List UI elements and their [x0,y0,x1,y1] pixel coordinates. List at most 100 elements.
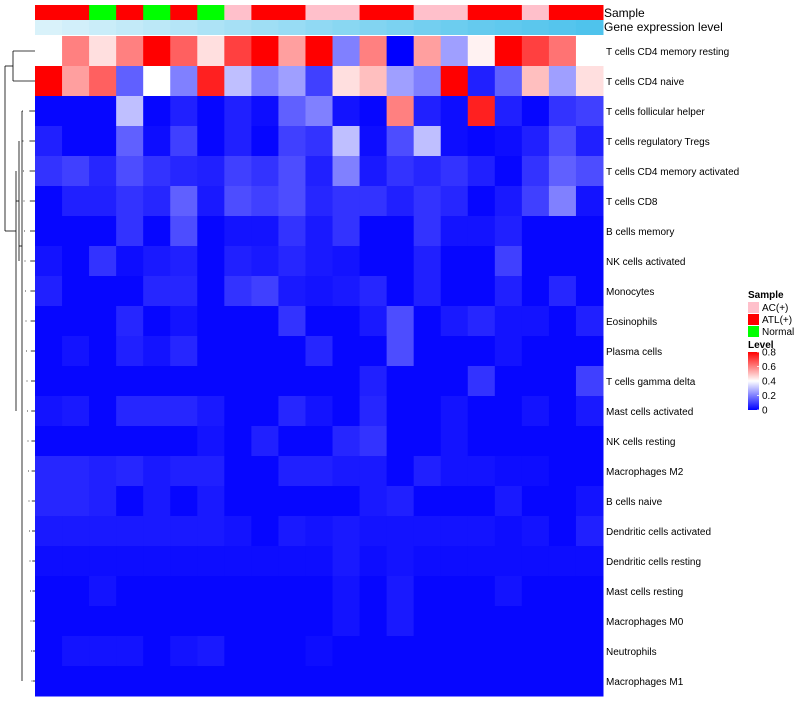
heatmap-cell [467,486,496,517]
heatmap-cell [197,366,225,397]
heatmap-cell [251,276,279,307]
heatmap-cell [278,96,306,127]
heatmap-cell [224,456,252,487]
row-label: Dendritic cells resting [606,557,701,568]
heatmap-cell [359,186,388,217]
heatmap-cell [413,246,442,277]
heatmap-cell [197,636,225,667]
heatmap-cell [548,246,577,277]
heatmap-cell [251,516,279,547]
heatmap-cell [89,576,117,607]
row-label: Eosinophils [606,317,657,328]
heatmap-cell [548,426,577,457]
heatmap-cell [467,156,496,187]
heatmap-cell [197,546,225,577]
heatmap-cell [413,96,442,127]
sample-annotation-cell [197,5,225,20]
heatmap-cell [332,576,361,607]
heatmap-cell [467,456,496,487]
heatmap-cell [143,486,171,517]
heatmap-cell [143,546,171,577]
expression-annotation-cell [89,20,117,35]
expression-annotation-cell [224,20,252,35]
heatmap-cell [440,186,469,217]
sample-annotation-cell [359,5,388,20]
heatmap-cell [413,336,442,367]
heatmap-cell [440,576,469,607]
sample-annotation-cell [305,5,334,20]
heatmap-cell [359,546,388,577]
heatmap-cell [386,396,415,427]
heatmap-cell [89,156,117,187]
heatmap-cell [440,366,469,397]
heatmap-cell [494,246,523,277]
heatmap-cell [359,366,388,397]
heatmap-cell [359,666,388,697]
expression-annotation-cell [413,20,442,35]
heatmap-cell [440,396,469,427]
row-label: Monocytes [606,287,654,298]
heatmap-cell [548,156,577,187]
heatmap-cell [170,336,198,367]
heatmap-cell [575,216,604,247]
heatmap-cell [386,66,415,97]
heatmap-cell [143,186,171,217]
heatmap-cell [35,426,63,457]
heatmap-cell [575,246,604,277]
heatmap-cell [35,186,63,217]
heatmap-cell [440,96,469,127]
heatmap-cell [224,66,252,97]
heatmap-cell [494,186,523,217]
heatmap-cell [359,66,388,97]
heatmap-cell [521,336,550,367]
heatmap-cell [305,576,334,607]
annotation-labels: Sample Gene expression level [604,6,723,34]
heatmap-cell [386,516,415,547]
heatmap-cell [386,606,415,637]
heatmap-cell [548,96,577,127]
heatmap-cell [62,366,90,397]
heatmap-cell [575,516,604,547]
heatmap-cell [278,366,306,397]
heatmap-cell [224,516,252,547]
heatmap-cell [332,336,361,367]
heatmap-cell [116,216,144,247]
heatmap-cell [305,216,334,247]
heatmap-cell [359,276,388,307]
heatmap-cell [494,306,523,337]
heatmap-cell [35,636,63,667]
sample-annotation-cell [251,5,279,20]
heatmap-cell [494,216,523,247]
heatmap-cell [251,336,279,367]
row-label: B cells memory [606,227,674,238]
legend-level-tick-label: 0 [762,406,768,417]
heatmap-cell [413,546,442,577]
legend-sample-label: Normal [762,327,794,338]
heatmap-cell [521,156,550,187]
heatmap-cell [62,456,90,487]
heatmap-cell [62,246,90,277]
heatmap-cell [575,546,604,577]
heatmap-cell [251,396,279,427]
heatmap-cell [278,156,306,187]
heatmap-cell [251,546,279,577]
heatmap-cell [332,246,361,277]
legend-level: Level 0.8 0.6 0.4 0.2 0 [748,340,776,417]
heatmap-cell [386,156,415,187]
heatmap-cell [386,336,415,367]
row-label: NK cells resting [606,437,675,448]
heatmap-cell [494,546,523,577]
heatmap-cell [467,546,496,577]
heatmap-cell [575,126,604,157]
heatmap-cell [575,486,604,517]
heatmap-cell [62,126,90,157]
heatmap-cell [521,546,550,577]
heatmap-cell [386,306,415,337]
heatmap-cell [521,216,550,247]
row-labels: T cells CD4 memory resting T cells CD4 na… [606,47,739,688]
legend-level-tick-label: 0.4 [762,377,776,388]
heatmap-cell [170,216,198,247]
heatmap-cell [116,246,144,277]
heatmap-cell [197,216,225,247]
